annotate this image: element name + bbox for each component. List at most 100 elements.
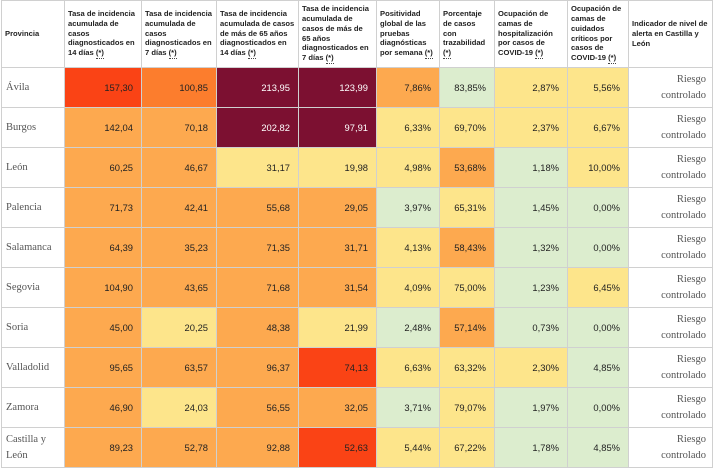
- value-cell: 55,68: [216, 187, 299, 228]
- value-cell: 52,63: [298, 427, 377, 468]
- value-cell: 75,00%: [439, 267, 495, 308]
- value-cell: 83,85%: [439, 67, 495, 108]
- value-cell: 89,23: [64, 427, 142, 468]
- alert-level-cell: Riesgo controlado: [628, 347, 713, 388]
- value-cell: 56,55: [216, 387, 299, 428]
- value-cell: 6,63%: [376, 347, 440, 388]
- column-header-label: Positividad global de las pruebas diagnó…: [380, 8, 427, 58]
- table-row: Valladolid 95,65 63,57 96,37 74,13 6,63% 63,32…: [1, 347, 713, 388]
- table-row: Salamanca 64,39 35,23 71,35 31,71 4,13% 58,43%…: [1, 227, 713, 268]
- value-cell: 74,13: [298, 347, 377, 388]
- column-header-label: Tasa de incidencia acumulada de casos di…: [145, 8, 212, 58]
- province-cell: Segovia: [1, 267, 65, 308]
- column-header: Ocupación de camas de hospitalización po…: [494, 0, 568, 68]
- column-header: Tasa de incidencia acumulada de casos de…: [298, 0, 377, 68]
- column-header-note[interactable]: (*): [535, 48, 544, 60]
- value-cell: 31,17: [216, 147, 299, 188]
- column-header-note[interactable]: (*): [443, 48, 452, 60]
- value-cell: 96,37: [216, 347, 299, 388]
- value-cell: 4,85%: [567, 347, 629, 388]
- province-cell: Valladolid: [1, 347, 65, 388]
- province-cell: Salamanca: [1, 227, 65, 268]
- column-header-label: Tasa de incidencia acumulada de casos de…: [302, 3, 369, 63]
- value-cell: 71,68: [216, 267, 299, 308]
- value-cell: 53,68%: [439, 147, 495, 188]
- value-cell: 24,03: [141, 387, 217, 428]
- value-cell: 32,05: [298, 387, 377, 428]
- value-cell: 20,25: [141, 307, 217, 348]
- column-header-label: Porcentaje de casos con trazabilidad: [443, 8, 486, 48]
- alert-level-cell: Riesgo controlado: [628, 187, 713, 228]
- value-cell: 2,37%: [494, 107, 568, 148]
- column-header-label: Indicador de nivel de alerta en Castilla…: [632, 19, 708, 48]
- value-cell: 31,54: [298, 267, 377, 308]
- table-row: Ávila 157,30 100,85 213,95 123,99 7,86% 83,85%…: [1, 67, 713, 108]
- value-cell: 10,00%: [567, 147, 629, 188]
- value-cell: 48,38: [216, 307, 299, 348]
- value-cell: 46,90: [64, 387, 142, 428]
- province-cell: Burgos: [1, 107, 65, 148]
- value-cell: 6,45%: [567, 267, 629, 308]
- value-cell: 29,05: [298, 187, 377, 228]
- alert-level-cell: Riesgo controlado: [628, 307, 713, 348]
- value-cell: 46,67: [141, 147, 217, 188]
- column-header: Provincia: [1, 0, 65, 68]
- value-cell: 45,00: [64, 307, 142, 348]
- value-cell: 4,85%: [567, 427, 629, 468]
- value-cell: 92,88: [216, 427, 299, 468]
- column-header: Porcentaje de casos con trazabilidad (*): [439, 0, 495, 68]
- alert-level-cell: Riesgo controlado: [628, 147, 713, 188]
- value-cell: 71,73: [64, 187, 142, 228]
- column-header-note[interactable]: (*): [325, 53, 334, 65]
- column-header-note[interactable]: (*): [608, 53, 617, 65]
- alert-level-cell: Riesgo controlado: [628, 227, 713, 268]
- column-header: Tasa de incidencia acumulada de casos di…: [64, 0, 142, 68]
- value-cell: 3,71%: [376, 387, 440, 428]
- province-cell: Palencia: [1, 187, 65, 228]
- value-cell: 43,65: [141, 267, 217, 308]
- value-cell: 42,41: [141, 187, 217, 228]
- value-cell: 4,09%: [376, 267, 440, 308]
- column-header-label: Provincia: [5, 29, 40, 39]
- column-header-note[interactable]: (*): [95, 48, 104, 60]
- table-row: Segovia 104,90 43,65 71,68 31,54 4,09% 75,00% 1…: [1, 267, 713, 308]
- alert-level-cell: Riesgo controlado: [628, 427, 713, 468]
- value-cell: 4,13%: [376, 227, 440, 268]
- province-cell: Zamora: [1, 387, 65, 428]
- value-cell: 58,43%: [439, 227, 495, 268]
- value-cell: 6,33%: [376, 107, 440, 148]
- value-cell: 19,98: [298, 147, 377, 188]
- column-header-note[interactable]: (*): [168, 48, 177, 60]
- value-cell: 63,57: [141, 347, 217, 388]
- value-cell: 95,65: [64, 347, 142, 388]
- column-header: Positividad global de las pruebas diagnó…: [376, 0, 440, 68]
- value-cell: 52,78: [141, 427, 217, 468]
- table-row: Palencia 71,73 42,41 55,68 29,05 3,97% 65,31% 1…: [1, 187, 713, 228]
- value-cell: 7,86%: [376, 67, 440, 108]
- column-header-note[interactable]: (*): [247, 48, 256, 60]
- value-cell: 3,97%: [376, 187, 440, 228]
- value-cell: 0,73%: [494, 307, 568, 348]
- value-cell: 1,23%: [494, 267, 568, 308]
- value-cell: 1,32%: [494, 227, 568, 268]
- value-cell: 64,39: [64, 227, 142, 268]
- province-cell: León: [1, 147, 65, 188]
- value-cell: 157,30: [64, 67, 142, 108]
- table-row: Zamora 46,90 24,03 56,55 32,05 3,71% 79,07% 1,9…: [1, 387, 713, 428]
- column-header: Tasa de incidencia acumulada de casos de…: [216, 0, 299, 68]
- value-cell: 60,25: [64, 147, 142, 188]
- value-cell: 65,31%: [439, 187, 495, 228]
- value-cell: 5,44%: [376, 427, 440, 468]
- value-cell: 35,23: [141, 227, 217, 268]
- alert-level-cell: Riesgo controlado: [628, 107, 713, 148]
- alert-level-cell: Riesgo controlado: [628, 387, 713, 428]
- value-cell: 63,32%: [439, 347, 495, 388]
- value-cell: 2,48%: [376, 307, 440, 348]
- alert-level-cell: Riesgo controlado: [628, 267, 713, 308]
- value-cell: 123,99: [298, 67, 377, 108]
- column-header-note[interactable]: (*): [424, 48, 433, 60]
- table-row: Burgos 142,04 70,18 202,82 97,91 6,33% 69,70% 2…: [1, 107, 713, 148]
- value-cell: 104,90: [64, 267, 142, 308]
- province-cell: Ávila: [1, 67, 65, 108]
- value-cell: 57,14%: [439, 307, 495, 348]
